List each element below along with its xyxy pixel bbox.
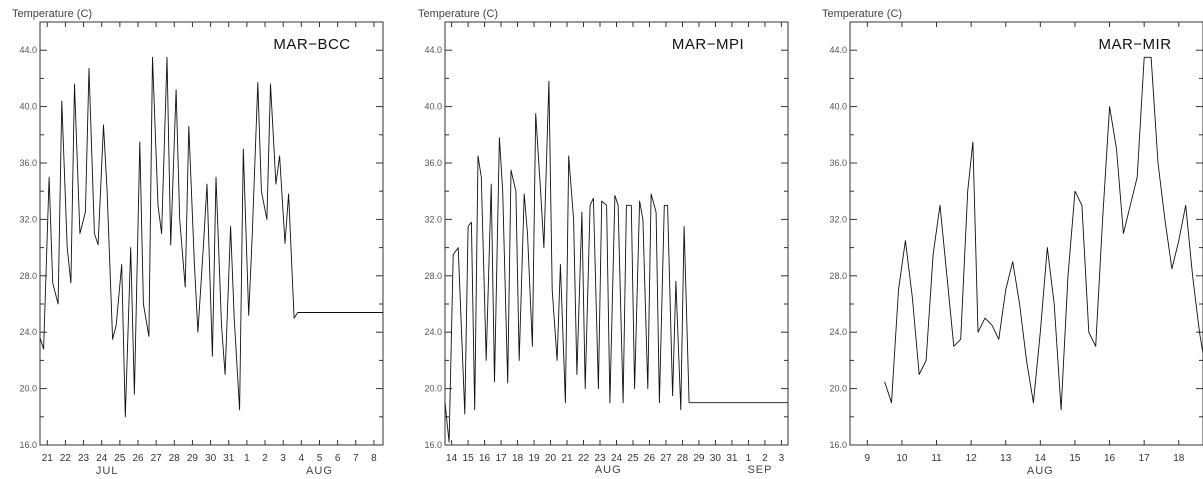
month-label: AUG [306, 465, 333, 477]
y-tick-label: 44.0 [19, 45, 37, 55]
chart-panel-1: Temperature (C)MAR−BCC16.020.024.028.032… [12, 8, 384, 477]
x-tick-label: 10 [896, 453, 908, 464]
plot-frame [444, 21, 789, 446]
y-tick-label: 24.0 [19, 327, 37, 337]
y-tick-label: 24.0 [424, 327, 442, 337]
x-tick-label: 27 [151, 453, 163, 464]
x-tick-label: 22 [578, 453, 590, 464]
x-tick-label: 29 [187, 453, 199, 464]
month-label: AUG [595, 464, 622, 476]
series-line [39, 56, 383, 418]
series-line [884, 56, 1203, 411]
x-tick-label: 7 [353, 453, 359, 464]
y-tick-label: 20.0 [829, 384, 847, 394]
month-label: SEP [747, 464, 772, 476]
y-tick-label: 28.0 [424, 271, 442, 281]
y-tick-label: 32.0 [19, 214, 37, 224]
month-label: JUL [96, 465, 119, 477]
x-tick-label: 23 [78, 453, 90, 464]
y-tick-label: 16.0 [829, 440, 847, 450]
x-tick-label: 1 [746, 453, 752, 464]
x-tick-label: 17 [1139, 453, 1151, 464]
x-tick-label: 12 [966, 453, 978, 464]
x-tick-label: 2 [262, 453, 268, 464]
x-tick-label: 3 [779, 453, 785, 464]
x-tick-label: 24 [96, 453, 108, 464]
y-tick-label: 44.0 [424, 45, 442, 55]
x-tick-label: 1 [244, 453, 250, 464]
chart-title: MAR−BCC [273, 36, 350, 53]
x-tick-label: 5 [317, 453, 323, 464]
y-tick-label: 40.0 [19, 102, 37, 112]
x-tick-label: 13 [1000, 453, 1012, 464]
y-tick-label: 32.0 [829, 214, 847, 224]
y-tick-label: 36.0 [829, 158, 847, 168]
y-tick-label: 36.0 [424, 158, 442, 168]
x-tick-label: 3 [280, 453, 286, 464]
x-tick-label: 2 [762, 453, 768, 464]
chart-panel-2: Temperature (C)MAR−MPI16.020.024.028.032… [418, 8, 789, 476]
y-tick-label: 20.0 [19, 384, 37, 394]
y-tick-label: 16.0 [424, 440, 442, 450]
y-tick-label: 44.0 [829, 45, 847, 55]
x-tick-label: 21 [561, 453, 573, 464]
x-tick-label: 20 [545, 453, 557, 464]
plot-frame [39, 21, 384, 446]
series-line [444, 80, 788, 443]
chart-panel-3: Temperature (C) MAR−MIR 16.0 20.0 24.0 28.0 32… [822, 8, 1203, 477]
y-tick-label: 28.0 [829, 271, 847, 281]
x-tick-label: 18 [512, 453, 524, 464]
x-tick-label: 25 [114, 453, 126, 464]
x-tick-label: 18 [1173, 453, 1185, 464]
x-tick-label: 28 [169, 453, 181, 464]
x-tick-label: 26 [644, 453, 656, 464]
x-tick-label: 6 [335, 453, 341, 464]
y-tick-label: 24.0 [829, 327, 847, 337]
y-tick-label: 32.0 [424, 214, 442, 224]
x-tick-label: 14 [446, 453, 458, 464]
x-tick-label: 21 [42, 453, 54, 464]
x-tick-label: 27 [660, 453, 672, 464]
x-tick-label: 17 [496, 453, 508, 464]
x-tick-label: 16 [1104, 453, 1116, 464]
x-tick-label: 30 [710, 453, 722, 464]
y-tick-label: 20.0 [424, 384, 442, 394]
x-tick-label: 28 [677, 453, 689, 464]
x-tick-label: 16 [479, 453, 491, 464]
x-tick-label: 14 [1035, 453, 1047, 464]
y-tick-label: 40.0 [829, 102, 847, 112]
x-tick-label: 30 [205, 453, 217, 464]
y-axis-label: Temperature (C) [418, 8, 498, 20]
chart-title: MAR−MIR [1098, 36, 1171, 53]
month-label: AUG [1027, 465, 1054, 477]
y-tick-label: 16.0 [19, 440, 37, 450]
plot-frame [849, 21, 1203, 446]
x-tick-label: 24 [611, 453, 623, 464]
x-tick-label: 26 [132, 453, 144, 464]
x-tick-label: 15 [1069, 453, 1081, 464]
y-axis-label: Temperature (C) [822, 8, 902, 20]
y-tick-label: 40.0 [424, 102, 442, 112]
x-tick-label: 25 [627, 453, 639, 464]
x-tick-label: 4 [299, 453, 305, 464]
x-tick-label: 31 [726, 453, 738, 464]
x-tick-label: 31 [223, 453, 235, 464]
x-tick-label: 29 [693, 453, 705, 464]
x-tick-label: 22 [60, 453, 72, 464]
y-axis-label: Temperature (C) [12, 8, 92, 20]
x-tick-label: 23 [594, 453, 606, 464]
y-tick-label: 36.0 [19, 158, 37, 168]
x-tick-label: 11 [931, 453, 942, 464]
chart-title: MAR−MPI [672, 36, 744, 53]
y-tick-label: 28.0 [19, 271, 37, 281]
x-tick-label: 15 [463, 453, 475, 464]
x-tick-label: 8 [371, 453, 377, 464]
x-tick-label: 9 [865, 453, 871, 464]
x-tick-label: 19 [528, 453, 540, 464]
